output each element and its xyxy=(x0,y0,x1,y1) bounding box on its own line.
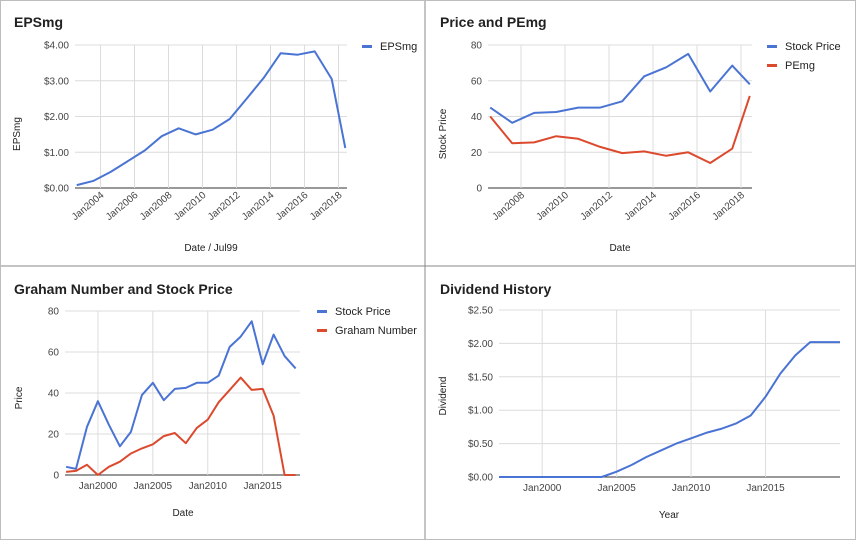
eps-chart-x-tick-label: Jan2004 xyxy=(70,190,107,223)
price-pe-chart-x-tick-label: Jan2008 xyxy=(490,190,527,223)
eps-chart-y-tick-label: $3.00 xyxy=(44,76,69,87)
graham-chart-y-tick-label: 0 xyxy=(53,471,59,482)
dividend-chart-x-tick-label: Jan2005 xyxy=(597,483,636,494)
price-pe-chart-y-axis-label: Stock Price xyxy=(438,108,449,159)
graham-chart-legend-label-stock-price: Stock Price xyxy=(335,306,391,318)
price-pe-chart-x-tick-label: Jan2016 xyxy=(666,190,703,223)
eps-chart-title: EPSmg xyxy=(14,14,63,30)
dividend-chart-y-tick-label: $2.50 xyxy=(468,306,493,317)
graham-chart-x-axis-label: Date xyxy=(172,508,194,519)
dividend-chart-x-tick-label: Jan2015 xyxy=(746,483,785,494)
price-pe-chart-x-tick-label: Jan2018 xyxy=(710,190,747,223)
dividend-chart-y-tick-label: $1.50 xyxy=(468,372,493,383)
dividend-chart-series-line xyxy=(499,341,840,478)
price-pe-chart-y-tick-label: 40 xyxy=(471,112,483,123)
graham-chart-series-stock-price xyxy=(65,320,297,470)
eps-chart-x-tick-label: Jan2014 xyxy=(240,190,277,223)
price-pe-chart-legend-label-stock-price: Stock Price xyxy=(785,41,841,53)
eps-chart-y-axis-label: EPSmg xyxy=(12,117,23,151)
eps-chart-series-epsmg xyxy=(76,50,347,187)
graham-chart-y-tick-label: 40 xyxy=(48,389,60,400)
price-pe-chart-legend-swatch-pemg xyxy=(767,64,777,67)
eps-chart-x-tick-label: Jan2012 xyxy=(206,190,243,223)
eps-chart-x-tick-label: Jan2008 xyxy=(138,190,175,223)
dividend-chart-y-tick-label: $0.00 xyxy=(468,473,493,484)
eps-chart-x-tick-label: Jan2010 xyxy=(172,190,209,223)
eps-chart-y-tick-label: $0.00 xyxy=(44,184,69,195)
eps-chart-legend-swatch-epsmg xyxy=(362,45,372,48)
graham-chart-title: Graham Number and Stock Price xyxy=(14,281,233,297)
dividend-chart-x-tick-label: Jan2010 xyxy=(672,483,711,494)
graham-chart-legend-swatch-stock-price xyxy=(317,310,327,313)
price-pe-chart-x-tick-label: Jan2014 xyxy=(622,190,659,223)
price-pe-chart: Price and PEmg Jan2008 Jan2010 Jan2012 Jan2… xyxy=(438,14,841,254)
eps-chart-y-tick-label: $4.00 xyxy=(44,41,69,52)
price-pe-chart-y-tick-label: 80 xyxy=(471,41,483,52)
graham-chart-x-tick-label: Jan2005 xyxy=(134,481,173,492)
price-pe-chart-x-tick-label: Jan2012 xyxy=(578,190,615,223)
eps-chart-y-tick-label: $1.00 xyxy=(44,148,69,159)
dividend-chart-y-tick-label: $2.00 xyxy=(468,339,493,350)
eps-chart-x-tick-label: Jan2016 xyxy=(274,190,311,223)
eps-chart-x-tick-label: Jan2018 xyxy=(308,190,345,223)
dividend-chart-y-tick-label: $1.00 xyxy=(468,406,493,417)
graham-chart-x-tick-label: Jan2010 xyxy=(189,481,228,492)
price-pe-chart-y-tick-label: 60 xyxy=(471,76,483,87)
price-pe-chart-legend-label-pemg: PEmg xyxy=(785,60,815,72)
graham-chart-x-tick-label: Jan2000 xyxy=(79,481,118,492)
graham-chart: Graham Number and Stock Price Jan2000 Jan… xyxy=(14,281,417,519)
graham-chart-legend-swatch-graham-number xyxy=(317,329,327,332)
price-pe-chart-y-tick-label: 20 xyxy=(471,148,483,159)
price-pe-chart-x-tick-label: Jan2010 xyxy=(534,190,571,223)
price-pe-chart-legend-swatch-stock-price xyxy=(767,45,777,48)
graham-chart-x-tick-label: Jan2015 xyxy=(243,481,282,492)
dividend-chart-title: Dividend History xyxy=(440,281,551,297)
graham-chart-y-axis-label: Price xyxy=(14,386,25,409)
eps-chart: EPSmg Jan2004Jan2006Jan2008Jan2010Jan201… xyxy=(12,14,417,254)
graham-chart-legend-label-graham-number: Graham Number xyxy=(335,325,417,337)
price-pe-chart-series-stock-price xyxy=(489,52,751,124)
eps-chart-legend-label-epsmg: EPSmg xyxy=(380,41,417,53)
dividend-chart-x-tick-label: Jan2000 xyxy=(523,483,562,494)
graham-chart-series-graham-number xyxy=(65,376,296,476)
eps-chart-y-tick-label: $2.00 xyxy=(44,112,69,123)
price-pe-chart-y-tick-label: 0 xyxy=(476,184,482,195)
eps-chart-x-tick-label: Jan2006 xyxy=(104,190,141,223)
dividend-chart: Dividend History Jan2000 Jan2005 Jan2010 Ja… xyxy=(438,281,840,521)
graham-chart-y-tick-label: 80 xyxy=(48,307,60,318)
price-pe-chart-title: Price and PEmg xyxy=(440,14,547,30)
dividend-chart-y-tick-label: $0.50 xyxy=(468,439,493,450)
eps-chart-x-axis-label: Date / Jul99 xyxy=(184,243,238,254)
price-pe-chart-x-axis-label: Date xyxy=(609,243,631,254)
graham-chart-y-tick-label: 20 xyxy=(48,430,60,441)
dividend-chart-x-axis-label: Year xyxy=(659,510,680,521)
price-pe-chart-series-pemg xyxy=(489,95,751,164)
graham-chart-y-tick-label: 60 xyxy=(48,348,60,359)
dividend-chart-y-axis-label: Dividend xyxy=(438,377,449,416)
